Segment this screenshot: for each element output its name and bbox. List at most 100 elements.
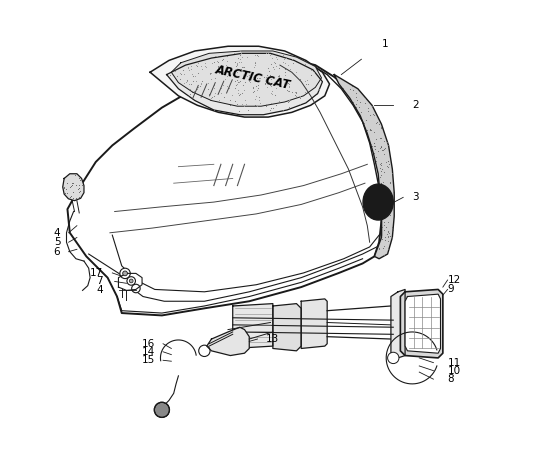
Point: [271, 92, 280, 99]
Point: [387, 234, 396, 242]
Point: [180, 70, 189, 77]
Point: [378, 146, 387, 154]
Point: [221, 61, 230, 69]
Point: [387, 196, 395, 204]
Point: [229, 49, 238, 57]
Point: [310, 68, 319, 76]
Point: [197, 65, 206, 73]
Point: [375, 144, 384, 152]
Point: [296, 75, 305, 82]
Point: [372, 120, 380, 127]
Text: 9: 9: [447, 285, 454, 294]
Point: [272, 85, 281, 92]
Point: [233, 54, 242, 62]
Point: [239, 81, 247, 88]
Point: [207, 69, 215, 77]
Point: [388, 233, 397, 241]
Text: 7: 7: [96, 276, 103, 286]
Point: [272, 78, 280, 86]
Point: [222, 64, 230, 71]
Point: [238, 63, 247, 71]
Point: [291, 88, 300, 95]
Point: [265, 67, 274, 75]
Point: [274, 72, 282, 80]
Point: [232, 66, 241, 74]
Point: [385, 192, 394, 200]
Point: [266, 51, 275, 58]
Point: [176, 69, 184, 77]
Point: [285, 87, 294, 95]
Point: [379, 251, 388, 259]
Point: [377, 162, 386, 169]
Point: [176, 75, 184, 83]
Point: [249, 87, 258, 95]
Point: [384, 157, 393, 165]
Polygon shape: [68, 60, 381, 315]
Point: [207, 94, 215, 102]
Point: [267, 50, 275, 58]
Point: [262, 84, 271, 91]
Point: [363, 104, 372, 112]
Text: 1: 1: [381, 39, 388, 49]
Point: [378, 235, 387, 242]
Point: [235, 78, 243, 86]
Point: [226, 102, 235, 109]
Point: [196, 82, 204, 90]
Point: [266, 75, 275, 83]
Point: [236, 66, 245, 73]
Polygon shape: [400, 289, 443, 358]
Point: [363, 129, 372, 136]
Point: [206, 70, 214, 77]
Point: [201, 60, 210, 67]
Point: [361, 94, 370, 102]
Point: [188, 70, 197, 77]
Point: [381, 236, 390, 244]
Point: [283, 79, 292, 86]
Point: [76, 176, 84, 183]
Point: [380, 202, 388, 210]
Ellipse shape: [370, 192, 387, 212]
Point: [249, 85, 258, 92]
Point: [379, 169, 388, 176]
Point: [375, 245, 384, 252]
Point: [384, 228, 392, 236]
Point: [204, 86, 213, 93]
Point: [377, 159, 385, 167]
Point: [233, 76, 241, 84]
Point: [181, 78, 190, 86]
Point: [284, 87, 293, 95]
Point: [301, 88, 309, 96]
Point: [275, 71, 283, 79]
Polygon shape: [150, 46, 329, 117]
Point: [194, 84, 202, 91]
Point: [77, 181, 86, 189]
Point: [389, 189, 398, 196]
Point: [257, 101, 266, 109]
Point: [66, 184, 75, 191]
Point: [291, 89, 300, 96]
Point: [384, 157, 392, 165]
Point: [210, 106, 219, 114]
Point: [377, 200, 385, 207]
Point: [284, 104, 293, 111]
Point: [351, 103, 360, 111]
Point: [372, 157, 380, 165]
Point: [266, 81, 274, 88]
Point: [76, 188, 84, 195]
Point: [266, 83, 275, 90]
Point: [285, 97, 293, 104]
Point: [204, 90, 213, 98]
Point: [75, 193, 84, 200]
Point: [238, 75, 247, 82]
Point: [370, 150, 379, 157]
Point: [245, 77, 254, 85]
Text: 14: 14: [142, 347, 155, 357]
Point: [245, 71, 253, 78]
Point: [209, 84, 218, 92]
Polygon shape: [334, 75, 394, 259]
Point: [241, 100, 250, 108]
Point: [249, 88, 258, 95]
Point: [211, 52, 220, 59]
Point: [296, 94, 305, 102]
Point: [240, 102, 249, 110]
